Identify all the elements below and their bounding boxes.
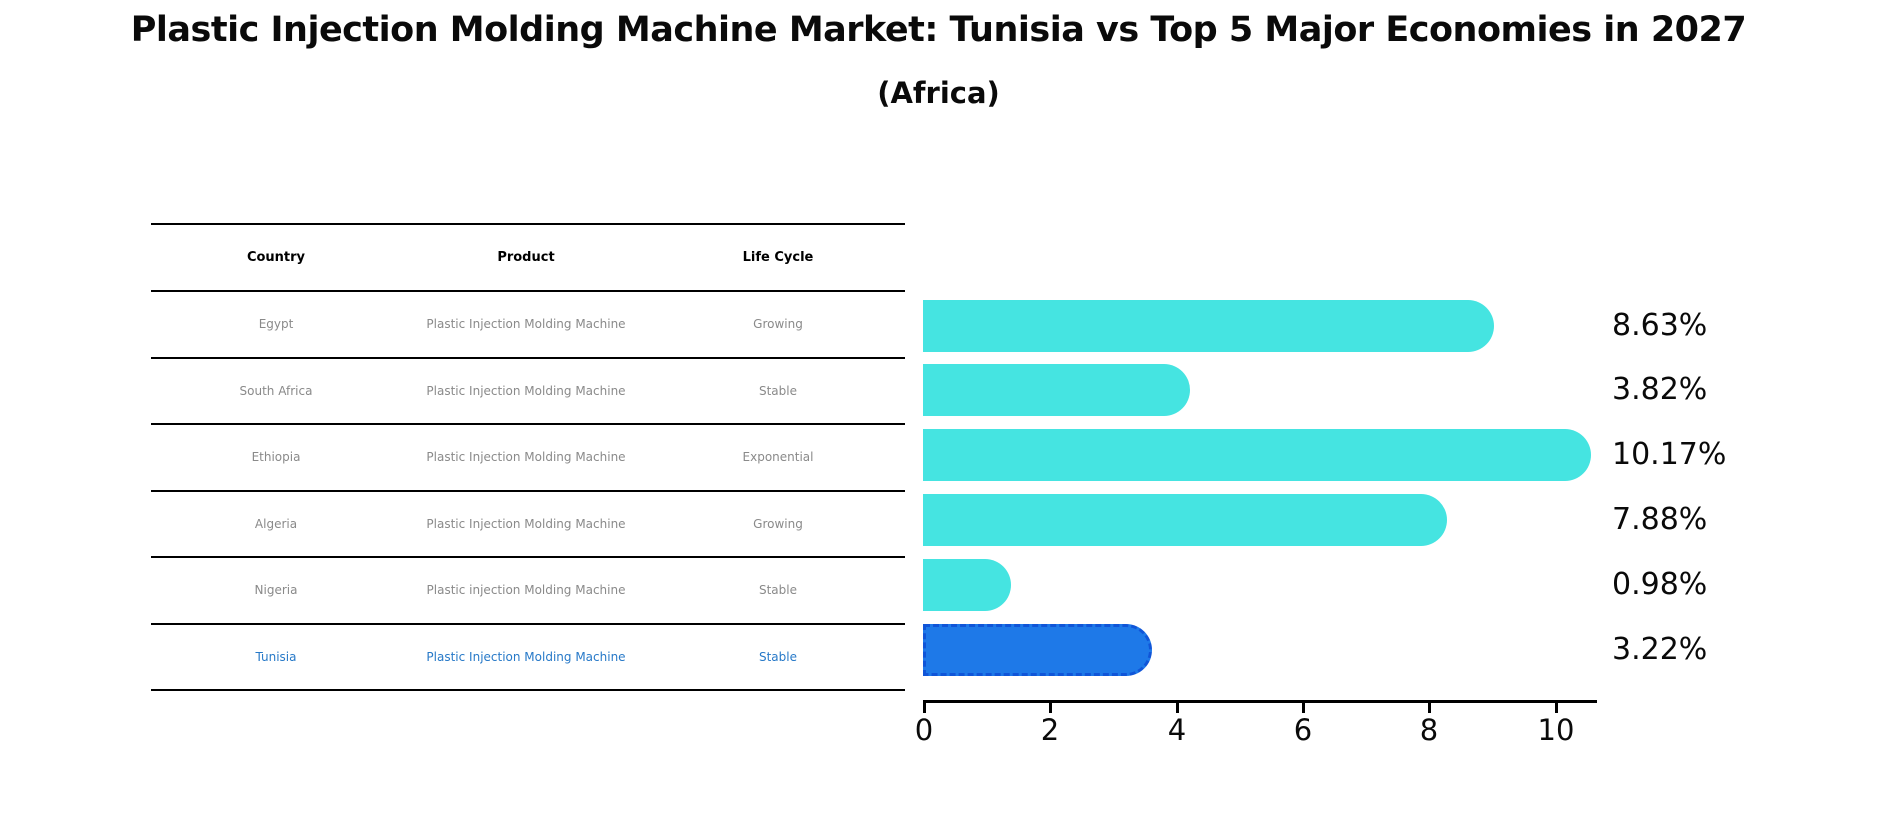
table-cell-product: Plastic Injection Molding Machine bbox=[426, 383, 626, 398]
bar-value-label: 0.98% bbox=[1612, 567, 1708, 602]
x-axis-tick bbox=[923, 703, 926, 713]
table-header-life-cycle: Life Cycle bbox=[742, 250, 814, 265]
table-cell-country: Nigeria bbox=[254, 583, 298, 598]
table-header-country: Country bbox=[246, 250, 306, 265]
x-axis-tick-label: 8 bbox=[1419, 713, 1439, 747]
table-cell-product: Plastic injection Molding Machine bbox=[426, 583, 626, 598]
table-row: Egypt Plastic Injection Molding Machine Gr… bbox=[151, 292, 905, 359]
bar-tunisia bbox=[923, 624, 1152, 676]
bar-chart: 0 2 4 6 8 10 bbox=[915, 280, 1597, 747]
table-cell-life-cycle: Growing bbox=[753, 516, 803, 531]
bar-value-label: 3.82% bbox=[1612, 372, 1708, 407]
table-row: Ethiopia Plastic Injection Molding Machin… bbox=[151, 425, 905, 492]
table-cell-product: Plastic Injection Molding Machine bbox=[426, 649, 626, 664]
table-cell-life-cycle: Growing bbox=[753, 317, 803, 332]
table-cell-country: Egypt bbox=[258, 317, 294, 332]
x-axis-tick bbox=[1176, 703, 1179, 713]
table-cell-country: Algeria bbox=[254, 516, 298, 531]
bar-value-label: 3.22% bbox=[1612, 632, 1708, 667]
table-cell-life-cycle: Stable bbox=[758, 583, 797, 598]
bar-nigeria bbox=[923, 559, 1011, 611]
table-row: Tunisia Plastic Injection Molding Machine… bbox=[151, 625, 905, 691]
x-axis-tick bbox=[1428, 703, 1431, 713]
table-row: South Africa Plastic Injection Molding Ma… bbox=[151, 359, 905, 425]
x-axis-tick bbox=[1302, 703, 1305, 713]
bar-egypt bbox=[923, 300, 1494, 352]
chart-subtitle: (Africa) bbox=[877, 76, 1000, 110]
x-axis-tick-label: 0 bbox=[914, 713, 934, 747]
bar-value-label: 8.63% bbox=[1612, 308, 1708, 343]
x-axis-tick-label: 10 bbox=[1537, 713, 1575, 747]
table-cell-product: Plastic Injection Molding Machine bbox=[426, 317, 626, 332]
chart-title: Plastic Injection Molding Machine Market… bbox=[130, 10, 1747, 50]
table-cell-life-cycle: Exponential bbox=[742, 450, 814, 465]
bar-value-label: 7.88% bbox=[1612, 502, 1708, 537]
x-axis-tick bbox=[1555, 703, 1558, 713]
table-row: Algeria Plastic Injection Molding Machine… bbox=[151, 492, 905, 558]
table-cell-product: Plastic Injection Molding Machine bbox=[426, 516, 626, 531]
table-cell-country: South Africa bbox=[239, 383, 313, 398]
table-row: Nigeria Plastic injection Molding Machine… bbox=[151, 558, 905, 625]
table-body: Egypt Plastic Injection Molding Machine Gr… bbox=[151, 292, 905, 691]
bar-ethiopia bbox=[923, 429, 1591, 481]
table-cell-life-cycle: Stable bbox=[758, 383, 797, 398]
table-cell-country: Tunisia bbox=[255, 649, 297, 664]
x-axis-tick-label: 4 bbox=[1167, 713, 1187, 747]
table-header-product: Product bbox=[497, 250, 555, 265]
table-cell-product: Plastic Injection Molding Machine bbox=[426, 450, 626, 465]
bar-algeria bbox=[923, 494, 1447, 546]
country-product-table: Country Product Life Cycle Egypt Plastic … bbox=[151, 223, 905, 691]
bar-south-africa bbox=[923, 364, 1190, 416]
table-header-row: Country Product Life Cycle bbox=[151, 225, 905, 292]
table-cell-country: Ethiopia bbox=[251, 450, 301, 465]
x-axis-tick bbox=[1049, 703, 1052, 713]
bar-value-label: 10.17% bbox=[1612, 437, 1727, 472]
x-axis-line bbox=[923, 700, 1597, 703]
table-cell-life-cycle: Stable bbox=[758, 649, 797, 664]
x-axis-tick-label: 6 bbox=[1293, 713, 1313, 747]
x-axis-tick-label: 2 bbox=[1040, 713, 1060, 747]
